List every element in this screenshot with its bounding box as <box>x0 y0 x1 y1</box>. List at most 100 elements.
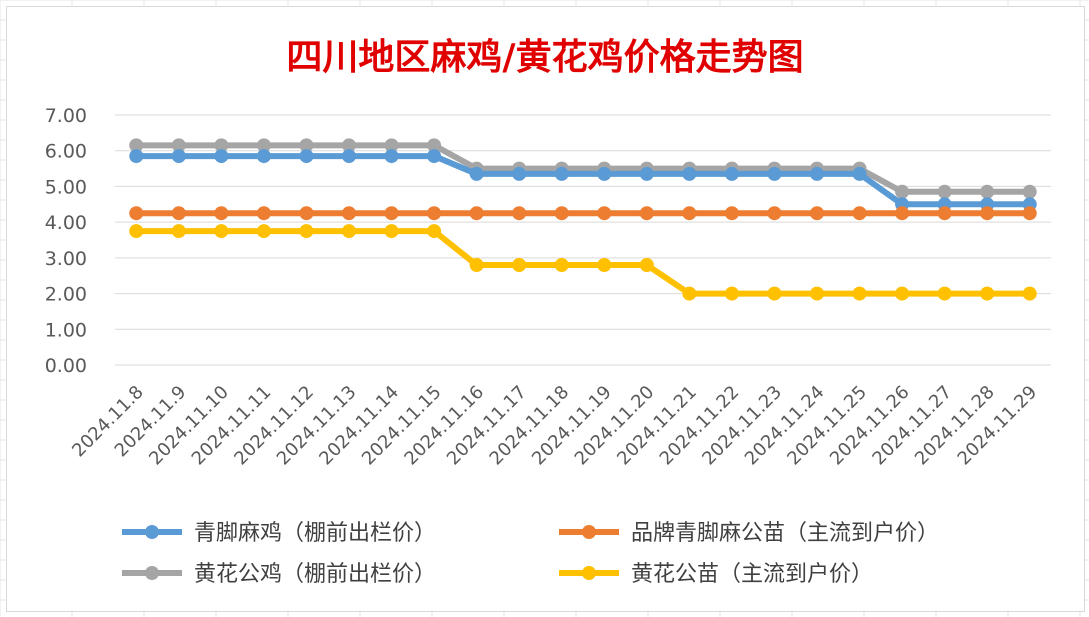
data-point <box>597 258 612 272</box>
data-point <box>852 206 867 221</box>
data-point <box>937 206 952 221</box>
data-point <box>469 166 484 181</box>
data-point <box>342 149 356 164</box>
data-point <box>256 224 271 239</box>
series-line <box>136 142 1030 195</box>
data-point <box>171 224 186 239</box>
y-tick-label: 3.00 <box>45 248 87 270</box>
y-tick-label: 7.00 <box>45 105 87 127</box>
data-point <box>171 149 186 164</box>
legend-label: 青脚麻鸡（棚前出栏价） <box>194 521 436 546</box>
data-point <box>597 166 612 181</box>
y-tick-label: 6.00 <box>45 141 87 163</box>
data-point <box>384 149 399 164</box>
data-point <box>384 224 399 239</box>
legend-label: 黄花公鸡（棚前出栏价） <box>194 562 436 587</box>
data-point <box>342 206 356 221</box>
data-point <box>299 206 314 221</box>
data-point <box>767 206 782 221</box>
legend-swatch-marker <box>582 566 596 580</box>
chart-area[interactable]: 四川地区麻鸡/黄花鸡价格走势图 0.00 1.00 2.00 3.00 4.00 5.00… <box>6 6 1085 612</box>
data-point <box>554 206 569 221</box>
data-point <box>512 166 527 181</box>
data-point <box>597 206 612 221</box>
legend-swatch-marker <box>145 566 159 580</box>
data-point <box>214 149 229 164</box>
data-point <box>767 286 782 301</box>
data-point <box>895 286 910 301</box>
data-point <box>129 206 144 221</box>
data-point <box>682 166 697 181</box>
data-point <box>384 206 399 221</box>
data-point <box>256 149 271 164</box>
data-point <box>724 206 739 221</box>
data-point <box>171 206 186 221</box>
data-point <box>214 206 229 221</box>
data-point <box>129 149 144 164</box>
data-point <box>427 224 442 239</box>
data-point <box>639 206 654 221</box>
data-point <box>852 286 867 301</box>
data-point <box>469 258 484 272</box>
data-point <box>384 138 399 153</box>
legend-swatch-marker <box>582 525 596 539</box>
data-point <box>554 258 569 272</box>
data-point <box>427 149 442 164</box>
data-point <box>639 166 654 181</box>
data-point <box>171 138 186 153</box>
data-point <box>299 224 314 239</box>
legend-swatch-marker <box>145 525 159 539</box>
x-axis-ticks: 2024.11.82024.11.92024.11.102024.11.1120… <box>68 382 1041 470</box>
data-point <box>1022 184 1037 199</box>
line-chart: 四川地区麻鸡/黄花鸡价格走势图 0.00 1.00 2.00 3.00 4.00 5.00… <box>45 37 1051 587</box>
data-point <box>980 184 995 199</box>
data-point <box>342 138 356 153</box>
data-point <box>299 149 314 164</box>
series-lines <box>129 138 1037 301</box>
data-point <box>256 206 271 221</box>
y-axis-ticks: 0.00 1.00 2.00 3.00 4.00 5.00 6.00 7.00 <box>45 105 87 377</box>
data-point <box>810 166 824 181</box>
gridlines <box>115 114 1051 366</box>
y-tick-label: 4.00 <box>45 212 87 234</box>
data-point <box>682 286 697 301</box>
data-point <box>512 258 527 272</box>
data-point <box>724 166 739 181</box>
data-point <box>427 206 442 221</box>
y-tick-label: 0.00 <box>45 355 87 377</box>
data-point <box>895 206 910 221</box>
data-point <box>937 184 952 199</box>
data-point <box>299 138 314 153</box>
y-tick-label: 1.00 <box>45 319 87 341</box>
data-point <box>214 224 229 239</box>
data-point <box>810 286 824 301</box>
data-point <box>810 206 824 221</box>
legend: 青脚麻鸡（棚前出栏价） 品牌青脚麻公苗（主流到户价） 黄花公鸡（棚前出栏价） 黄花公苗… <box>122 521 939 587</box>
data-point <box>639 258 654 272</box>
y-tick-label: 5.00 <box>45 176 87 198</box>
legend-label: 黄花公苗（主流到户价） <box>631 562 873 587</box>
data-point <box>427 138 442 153</box>
y-tick-label: 2.00 <box>45 284 87 306</box>
data-point <box>129 138 144 153</box>
chart-title: 四川地区麻鸡/黄花鸡价格走势图 <box>286 37 803 78</box>
data-point <box>342 224 356 239</box>
data-point <box>469 206 484 221</box>
data-point <box>554 166 569 181</box>
data-point <box>724 286 739 301</box>
data-point <box>1022 286 1037 301</box>
data-point <box>895 184 910 199</box>
data-point <box>937 286 952 301</box>
data-point <box>512 206 527 221</box>
data-point <box>129 224 144 239</box>
series-line <box>136 153 1030 208</box>
data-point <box>214 138 229 153</box>
data-point <box>980 286 995 301</box>
data-point <box>256 138 271 153</box>
data-point <box>767 166 782 181</box>
data-point <box>852 166 867 181</box>
series-line <box>136 228 1030 297</box>
legend-label: 品牌青脚麻公苗（主流到户价） <box>631 521 939 546</box>
data-point <box>980 206 995 221</box>
data-point <box>682 206 697 221</box>
